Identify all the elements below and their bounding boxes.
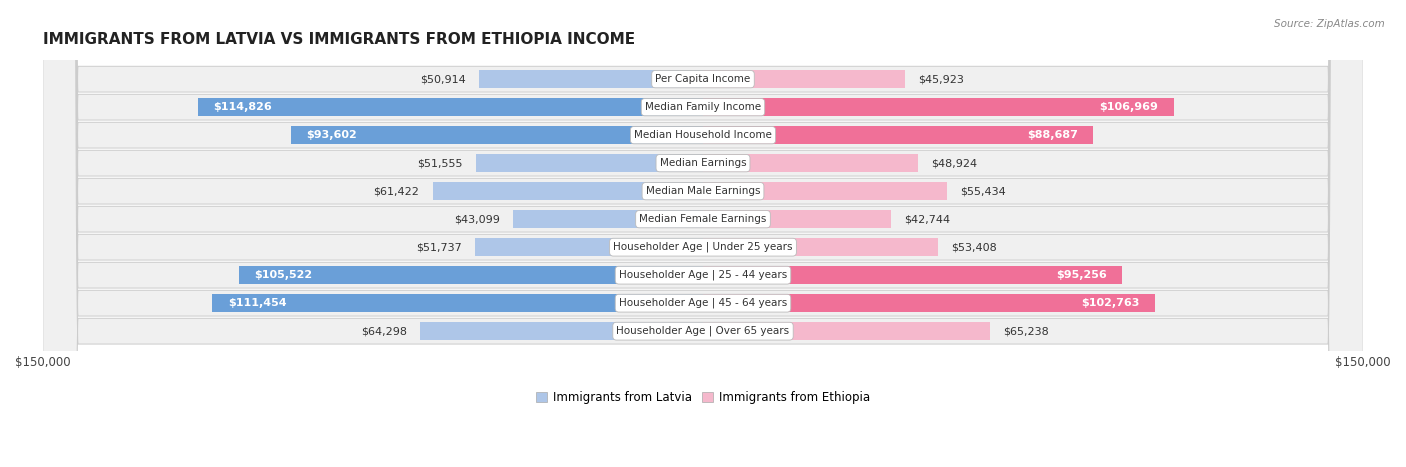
Text: Householder Age | 25 - 44 years: Householder Age | 25 - 44 years (619, 270, 787, 280)
Text: $61,422: $61,422 (374, 186, 419, 196)
Text: $55,434: $55,434 (960, 186, 1005, 196)
Bar (703, 127, 1094, 144)
FancyBboxPatch shape (42, 0, 1364, 467)
Bar (703, 239, 938, 256)
FancyBboxPatch shape (42, 0, 1364, 467)
Bar (703, 155, 918, 172)
Text: $105,522: $105,522 (254, 270, 312, 280)
Bar (212, 295, 703, 312)
Text: Median Female Earnings: Median Female Earnings (640, 214, 766, 224)
Text: $102,763: $102,763 (1081, 298, 1140, 308)
Text: IMMIGRANTS FROM LATVIA VS IMMIGRANTS FROM ETHIOPIA INCOME: IMMIGRANTS FROM LATVIA VS IMMIGRANTS FRO… (42, 32, 636, 47)
Bar (420, 323, 703, 340)
Text: $45,923: $45,923 (918, 74, 965, 84)
Text: $43,099: $43,099 (454, 214, 501, 224)
Text: $106,969: $106,969 (1099, 102, 1159, 112)
FancyBboxPatch shape (42, 0, 1364, 467)
Text: $88,687: $88,687 (1026, 130, 1078, 140)
Text: $64,298: $64,298 (361, 326, 406, 336)
Text: $114,826: $114,826 (214, 102, 271, 112)
Text: Householder Age | Under 25 years: Householder Age | Under 25 years (613, 242, 793, 253)
Text: $51,555: $51,555 (418, 158, 463, 168)
FancyBboxPatch shape (42, 0, 1364, 467)
Text: $42,744: $42,744 (904, 214, 950, 224)
Bar (703, 99, 1174, 116)
Text: $111,454: $111,454 (228, 298, 287, 308)
Text: $50,914: $50,914 (420, 74, 465, 84)
Bar (475, 239, 703, 256)
Bar (703, 71, 905, 88)
Text: Householder Age | 45 - 64 years: Householder Age | 45 - 64 years (619, 298, 787, 308)
Text: $51,737: $51,737 (416, 242, 463, 252)
Bar (703, 323, 990, 340)
Text: Source: ZipAtlas.com: Source: ZipAtlas.com (1274, 19, 1385, 28)
FancyBboxPatch shape (42, 0, 1364, 467)
Bar (703, 295, 1156, 312)
FancyBboxPatch shape (42, 0, 1364, 467)
Bar (291, 127, 703, 144)
Bar (513, 211, 703, 228)
Text: $53,408: $53,408 (952, 242, 997, 252)
FancyBboxPatch shape (42, 0, 1364, 467)
Text: $93,602: $93,602 (307, 130, 357, 140)
FancyBboxPatch shape (42, 0, 1364, 467)
Text: Median Family Income: Median Family Income (645, 102, 761, 112)
Text: Median Male Earnings: Median Male Earnings (645, 186, 761, 196)
Text: $48,924: $48,924 (932, 158, 977, 168)
Bar (703, 183, 948, 200)
Bar (433, 183, 703, 200)
Text: $95,256: $95,256 (1056, 270, 1107, 280)
Text: $65,238: $65,238 (1004, 326, 1049, 336)
Text: Median Household Income: Median Household Income (634, 130, 772, 140)
FancyBboxPatch shape (42, 0, 1364, 467)
Bar (703, 267, 1122, 284)
FancyBboxPatch shape (42, 0, 1364, 467)
Legend: Immigrants from Latvia, Immigrants from Ethiopia: Immigrants from Latvia, Immigrants from … (531, 387, 875, 409)
Bar (198, 99, 703, 116)
Bar (479, 71, 703, 88)
Bar (703, 211, 891, 228)
Bar (239, 267, 703, 284)
Text: Per Capita Income: Per Capita Income (655, 74, 751, 84)
Bar (477, 155, 703, 172)
Text: Householder Age | Over 65 years: Householder Age | Over 65 years (616, 326, 790, 336)
Text: Median Earnings: Median Earnings (659, 158, 747, 168)
